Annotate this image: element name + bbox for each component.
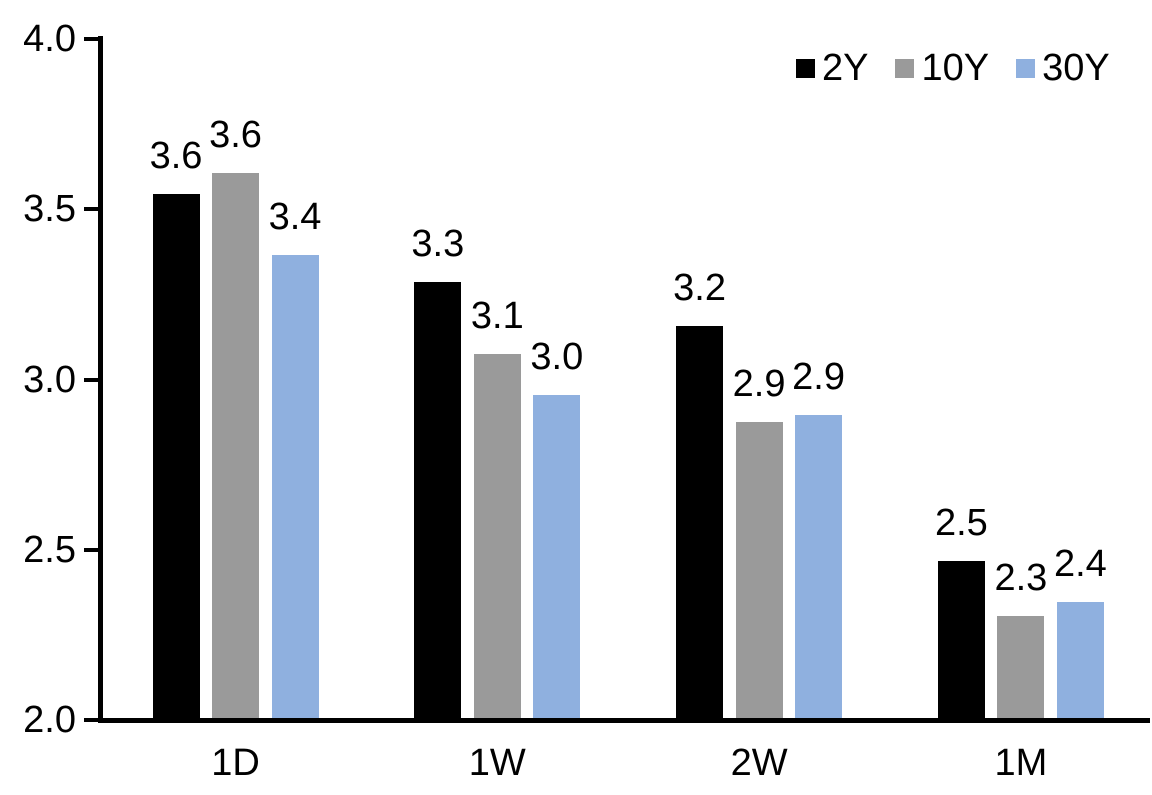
x-category-label-2w: 2W xyxy=(730,742,788,784)
bar-2y-2w xyxy=(676,326,724,718)
y-tick xyxy=(84,718,98,722)
bar-10y-2w xyxy=(735,421,783,718)
bar-30y-2w xyxy=(795,415,843,718)
bar-10y-1w xyxy=(473,353,521,718)
y-tick-label: 3.5 xyxy=(23,188,76,230)
y-axis-line xyxy=(98,36,103,723)
bar-value-label-2y-2w: 3.2 xyxy=(673,267,726,310)
bar-10y-1d xyxy=(212,173,259,718)
legend-label-30y: 30Y xyxy=(1042,47,1110,89)
bar-10y-1m xyxy=(997,615,1045,718)
bar-value-label-30y-1m: 2.4 xyxy=(1053,543,1107,586)
legend-label-2y: 2Y xyxy=(822,47,869,89)
bar-30y-1d xyxy=(271,254,319,718)
x-category-label-1m: 1M xyxy=(994,742,1048,784)
bar-value-label-30y-1d: 3.4 xyxy=(268,195,322,238)
x-category-label-1d: 1D xyxy=(211,742,260,784)
legend-entry-30y: 30Y xyxy=(1016,48,1110,88)
legend-label-10y: 10Y xyxy=(921,47,990,89)
y-tick-label: 3.0 xyxy=(23,359,76,401)
bar-2y-1d xyxy=(152,193,200,718)
bar-value-label-2y-1w: 3.3 xyxy=(411,223,465,266)
x-category-label-1w: 1W xyxy=(468,742,526,784)
bar-30y-1w xyxy=(533,394,581,718)
bar-value-label-2y-1m: 2.5 xyxy=(934,502,988,545)
y-tick xyxy=(84,37,98,41)
y-tick-label: 2.5 xyxy=(23,529,76,571)
bar-value-label-10y-2w: 2.9 xyxy=(732,362,786,405)
legend-swatch-2y xyxy=(796,58,815,78)
y-tick-label: 2.0 xyxy=(23,699,76,741)
bar-value-label-30y-2w: 2.9 xyxy=(792,356,845,398)
bar-value-label-10y-1d: 3.6 xyxy=(209,114,262,157)
bar-30y-1m xyxy=(1056,602,1104,718)
y-tick xyxy=(84,207,98,211)
y-tick-label: 4.0 xyxy=(23,18,76,60)
y-tick xyxy=(84,378,98,382)
bar-value-label-10y-1w: 3.1 xyxy=(470,294,524,337)
bar-2y-1w xyxy=(414,282,462,718)
bar-value-label-30y-1w: 3.0 xyxy=(530,335,584,378)
bar-value-label-10y-1m: 2.3 xyxy=(994,556,1048,599)
legend-swatch-10y xyxy=(895,58,915,78)
legend-entry-2y: 2Y xyxy=(796,48,868,88)
legend-entry-10y: 10Y xyxy=(895,48,989,88)
legend: 2Y 10Y 30Y xyxy=(796,48,1110,88)
x-axis-line xyxy=(98,718,1150,723)
bar-value-label-2y-1d: 3.6 xyxy=(149,134,203,177)
legend-swatch-30y xyxy=(1016,58,1036,78)
bar-2y-1m xyxy=(937,561,985,718)
y-tick xyxy=(84,548,98,552)
